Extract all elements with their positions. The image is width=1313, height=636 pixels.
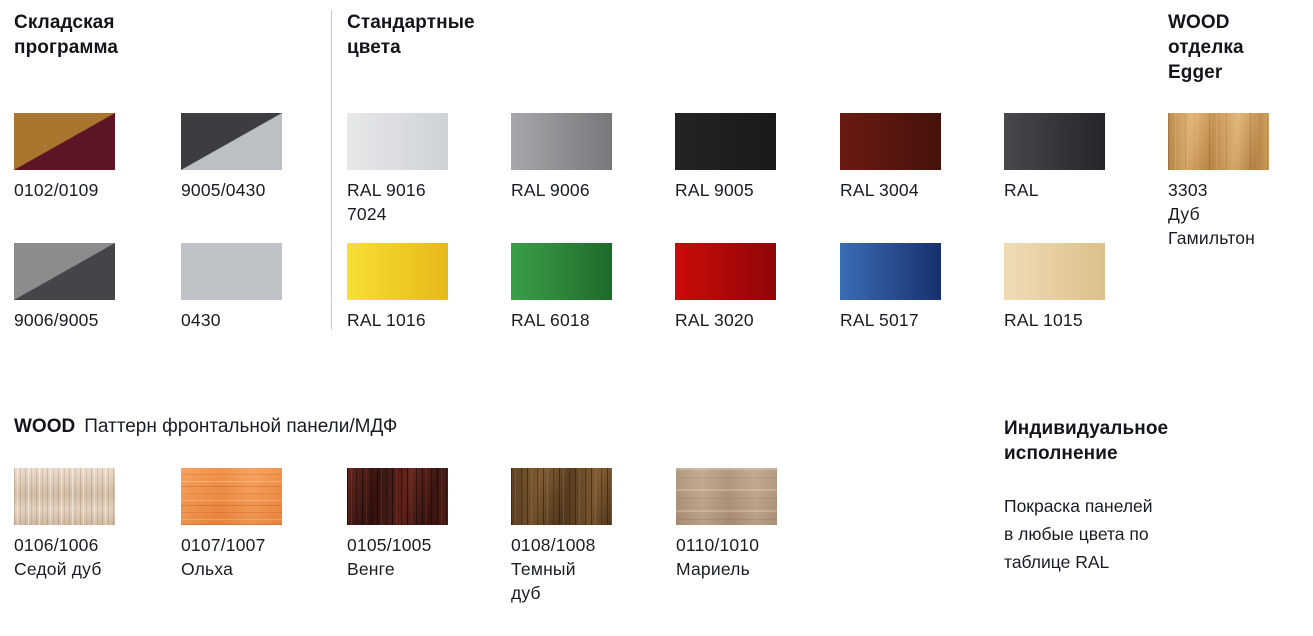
custom-finish-body: Покраска панелей в любые цвета по таблиц… bbox=[1004, 496, 1153, 572]
swatch-ral-3020 bbox=[675, 243, 776, 300]
section-egger: WOOD отделка Egger bbox=[1168, 10, 1313, 85]
swatch-9006-9005 bbox=[14, 243, 115, 300]
section-divider bbox=[331, 10, 332, 330]
swatch-ral-9016-7024 bbox=[347, 113, 448, 170]
swatch-code: 0106/1006 bbox=[14, 535, 99, 555]
swatch-cell-ral-5017[interactable]: RAL 5017 bbox=[840, 243, 941, 332]
swatch-label: 9006/9005 bbox=[14, 310, 99, 330]
swatch-label: 3303 Дуб Гамильтон bbox=[1168, 180, 1256, 248]
swatch-ral-9005 bbox=[675, 113, 776, 170]
swatch-cell-0105-1005[interactable]: 0105/1005 Венге bbox=[347, 468, 497, 581]
swatch-ral-5017 bbox=[840, 243, 941, 300]
swatch-0107-1007 bbox=[181, 468, 282, 525]
swatch-cell-ral-9016-7024[interactable]: RAL 9016 7024 bbox=[347, 113, 448, 226]
swatch-label: RAL bbox=[1004, 180, 1039, 200]
swatch-name: Седой дуб bbox=[14, 559, 102, 579]
swatch-label: 9005/0430 bbox=[181, 180, 266, 200]
swatch-cell-ral-1016[interactable]: RAL 1016 bbox=[347, 243, 448, 332]
swatch-cell-0110-1010[interactable]: 0110/1010 Мариель bbox=[676, 468, 826, 581]
swatch-name: Ольха bbox=[181, 559, 234, 579]
swatch-ral-9006 bbox=[511, 113, 612, 170]
swatch-label: 0430 bbox=[181, 310, 221, 330]
swatch-cell-ral-1015[interactable]: RAL 1015 bbox=[1004, 243, 1105, 332]
swatch-name: Венге bbox=[347, 559, 395, 579]
swatch-cell-ral-6018[interactable]: RAL 6018 bbox=[511, 243, 612, 332]
swatch-cell-0106-1006[interactable]: 0106/1006 Седой дуб bbox=[14, 468, 164, 581]
swatch-ral-dark bbox=[1004, 113, 1105, 170]
section-standard-colors: Стандартные цвета bbox=[347, 10, 627, 60]
swatch-ral-1016 bbox=[347, 243, 448, 300]
swatch-cell-0102-0109[interactable]: 0102/0109 bbox=[14, 113, 115, 202]
custom-finish-heading: Индивидуальное исполнение bbox=[1004, 418, 1169, 464]
swatch-label: RAL 9016 7024 bbox=[347, 180, 426, 224]
swatch-code: 0110/1010 bbox=[676, 535, 760, 555]
swatch-label: RAL 9005 bbox=[675, 180, 754, 200]
swatch-cell-9006-9005[interactable]: 9006/9005 bbox=[14, 243, 115, 332]
standard-colors-heading: Стандартные цвета bbox=[347, 12, 475, 58]
swatch-name: Темный дуб bbox=[511, 559, 576, 603]
swatch-name: Мариель bbox=[676, 559, 750, 579]
swatch-ral-1015 bbox=[1004, 243, 1105, 300]
swatch-code: 0108/1008 bbox=[511, 535, 596, 555]
swatch-9005-0430 bbox=[181, 113, 282, 170]
egger-heading: WOOD отделка Egger bbox=[1168, 12, 1244, 83]
swatch-label: RAL 1016 bbox=[347, 310, 426, 330]
swatch-cell-9005-0430[interactable]: 9005/0430 bbox=[181, 113, 282, 202]
section-stock-program: Складская программа bbox=[14, 10, 324, 60]
swatch-cell-ral-9006[interactable]: RAL 9006 bbox=[511, 113, 612, 202]
wood-pattern-heading-mark: WOOD bbox=[14, 416, 76, 437]
swatch-label: RAL 1015 bbox=[1004, 310, 1083, 330]
swatch-label: 0102/0109 bbox=[14, 180, 99, 200]
swatch-cell-ral-dark[interactable]: RAL bbox=[1004, 113, 1105, 202]
wood-pattern-heading: WOOD Паттерн фронтальной панели/МДФ bbox=[14, 416, 714, 438]
swatch-0105-1005 bbox=[347, 468, 448, 525]
stock-program-heading: Складская программа bbox=[14, 12, 119, 58]
wood-pattern-heading-rest: Паттерн фронтальной панели/МДФ bbox=[84, 416, 398, 437]
swatch-cell-ral-9005[interactable]: RAL 9005 bbox=[675, 113, 776, 202]
swatch-label: RAL 3004 bbox=[840, 180, 919, 200]
swatch-0106-1006 bbox=[14, 468, 115, 525]
swatch-ral-3004 bbox=[840, 113, 941, 170]
swatch-cell-ral-3004[interactable]: RAL 3004 bbox=[840, 113, 941, 202]
swatch-3303-oak-hamilton bbox=[1168, 113, 1269, 170]
swatch-label: RAL 5017 bbox=[840, 310, 919, 330]
swatch-label: RAL 9006 bbox=[511, 180, 590, 200]
swatch-0102-0109 bbox=[14, 113, 115, 170]
swatch-cell-ral-3020[interactable]: RAL 3020 bbox=[675, 243, 776, 332]
swatch-code: 0107/1007 bbox=[181, 535, 266, 555]
swatch-label: RAL 3020 bbox=[675, 310, 754, 330]
swatch-0430 bbox=[181, 243, 282, 300]
swatch-cell-3303-oak-hamilton[interactable]: 3303 Дуб Гамильтон bbox=[1168, 113, 1313, 250]
swatch-cell-0107-1007[interactable]: 0107/1007 Ольха bbox=[181, 468, 331, 581]
swatch-cell-0108-1008[interactable]: 0108/1008 Темный дуб bbox=[511, 468, 661, 605]
swatch-code: 0105/1005 bbox=[347, 535, 432, 555]
swatch-0108-1008 bbox=[511, 468, 612, 525]
swatch-label: RAL 6018 bbox=[511, 310, 590, 330]
swatch-cell-0430[interactable]: 0430 bbox=[181, 243, 282, 332]
section-custom-finish: Индивидуальное исполнение Покраска панел… bbox=[1004, 416, 1304, 576]
swatch-0110-1010 bbox=[676, 468, 777, 525]
section-wood-pattern: WOOD Паттерн фронтальной панели/МДФ bbox=[14, 416, 714, 438]
swatch-ral-6018 bbox=[511, 243, 612, 300]
